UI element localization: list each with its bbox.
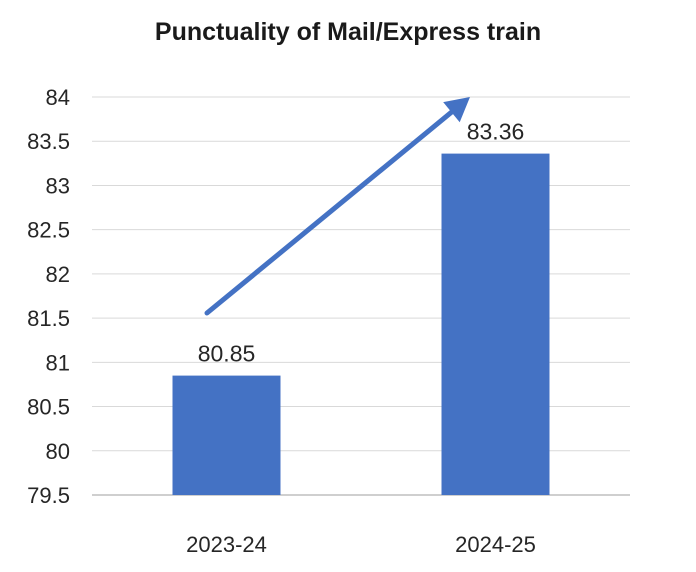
y-axis-ticks: 79.5 80 80.5 81 81.5 82 82.5 83 83.5 84	[27, 85, 70, 508]
x-tick-label: 2023-24	[186, 532, 267, 557]
y-tick-label: 79.5	[27, 483, 70, 508]
y-tick-label: 82.5	[27, 218, 70, 243]
chart-title: Punctuality of Mail/Express train	[154, 18, 542, 46]
x-axis-ticks: 2023-24 2024-25	[186, 532, 536, 557]
y-tick-label: 83	[46, 173, 70, 198]
x-tick-label: 2024-25	[455, 532, 536, 557]
arrow-head-icon	[443, 97, 470, 123]
y-tick-label: 80	[46, 439, 70, 464]
y-tick-label: 81	[46, 350, 70, 375]
y-tick-label: 82	[46, 262, 70, 287]
trend-arrow	[204, 97, 470, 316]
y-tick-label: 84	[46, 85, 70, 110]
data-label: 80.85	[198, 341, 256, 367]
y-tick-label: 83.5	[27, 129, 70, 154]
bars	[172, 153, 550, 496]
bar-2023-24	[172, 375, 281, 495]
arrow-shaft	[204, 109, 454, 316]
data-labels: 80.85 83.36	[198, 119, 525, 367]
bar-2024-25	[441, 153, 550, 496]
data-label: 83.36	[467, 119, 525, 145]
y-tick-label: 80.5	[27, 395, 70, 420]
y-tick-label: 81.5	[27, 306, 70, 331]
